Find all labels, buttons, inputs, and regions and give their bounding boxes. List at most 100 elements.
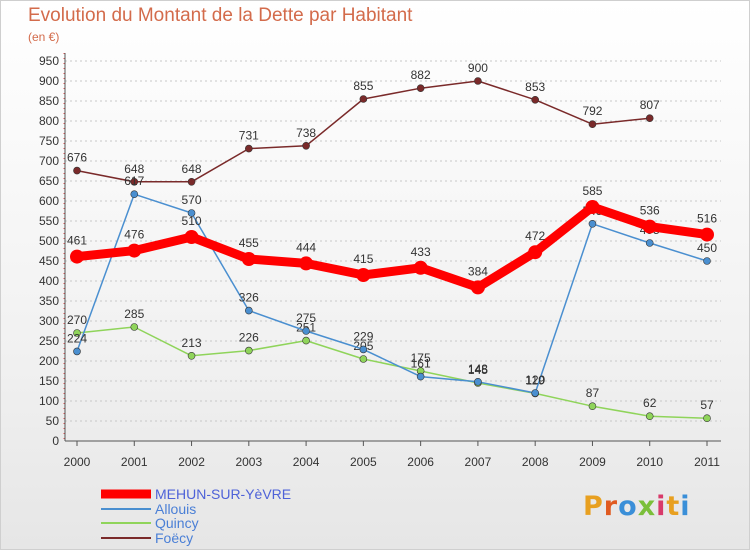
y-tick-label: 750 <box>39 134 59 148</box>
data-label: 648 <box>124 162 144 176</box>
logo-letter: o <box>618 491 638 522</box>
data-point <box>474 377 482 386</box>
data-label: 853 <box>525 80 545 94</box>
data-label: 326 <box>239 291 259 305</box>
y-tick-label: 300 <box>39 314 59 328</box>
data-label: 807 <box>640 98 660 112</box>
series-line <box>76 326 708 419</box>
data-label: 900 <box>468 61 488 75</box>
data-point <box>187 351 196 360</box>
y-tick-label: 850 <box>39 94 59 108</box>
data-point <box>73 347 81 356</box>
data-label: 145 <box>468 363 488 377</box>
y-tick-label: 950 <box>39 54 59 68</box>
x-tick-label: 2001 <box>121 455 148 469</box>
data-label: 229 <box>353 329 373 343</box>
data-label: 213 <box>182 336 202 350</box>
data-point <box>359 355 368 363</box>
data-point <box>302 327 310 335</box>
data-point <box>588 120 597 128</box>
y-tick-label: 50 <box>46 414 60 428</box>
data-point <box>73 329 81 337</box>
data-point <box>700 227 714 242</box>
y-tick-label: 100 <box>39 394 59 408</box>
data-label: 472 <box>525 229 545 243</box>
data-label: 570 <box>182 193 202 207</box>
x-tick-label: 2006 <box>407 455 434 469</box>
data-label: 617 <box>124 174 144 188</box>
data-point <box>588 220 597 228</box>
logo-letter: P <box>583 491 604 522</box>
data-point <box>187 178 196 186</box>
data-point <box>73 166 81 175</box>
y-tick-label: 700 <box>39 154 59 168</box>
data-point <box>470 280 485 295</box>
data-point <box>245 346 253 355</box>
data-point <box>645 239 654 247</box>
data-label: 161 <box>411 357 431 371</box>
data-point <box>302 336 310 345</box>
data-point <box>645 114 654 122</box>
data-label: 731 <box>239 129 259 143</box>
data-point <box>359 345 368 354</box>
data-label: 882 <box>411 68 431 82</box>
data-point <box>588 402 597 411</box>
data-label: 148 <box>468 362 488 376</box>
legend-label: Foëcy <box>155 530 193 546</box>
data-label: 461 <box>67 234 87 248</box>
x-tick-label: 2008 <box>522 455 549 469</box>
x-tick-label: 2000 <box>64 455 91 469</box>
x-tick-label: 2011 <box>694 455 720 469</box>
data-point <box>241 252 256 266</box>
series-line <box>76 193 708 394</box>
data-label: 62 <box>643 396 657 410</box>
x-tick-label: 2009 <box>579 455 606 469</box>
data-point <box>528 245 543 260</box>
data-label: 175 <box>411 351 431 365</box>
data-label: 444 <box>296 240 316 254</box>
data-label: 226 <box>239 331 259 345</box>
legend-label: MEHUN-SUR-YèVRE <box>155 486 291 502</box>
data-point <box>245 144 253 153</box>
data-label: 120 <box>525 373 545 387</box>
data-point <box>585 200 600 214</box>
y-tick-label: 200 <box>39 354 59 368</box>
x-tick-label: 2002 <box>178 455 205 469</box>
logo-letter: x <box>637 491 657 522</box>
x-tick-label: 2003 <box>235 455 262 469</box>
data-label: 855 <box>353 79 373 93</box>
data-point <box>130 323 139 331</box>
data-point <box>359 95 368 103</box>
y-tick-label: 0 <box>52 434 59 448</box>
y-tick-label: 400 <box>39 274 59 288</box>
data-label: 450 <box>697 241 717 255</box>
data-point <box>413 260 428 275</box>
data-point <box>187 209 196 217</box>
logo-letter: t <box>666 491 681 522</box>
data-label: 648 <box>182 162 202 176</box>
data-point <box>130 190 139 198</box>
x-tick-label: 2004 <box>293 455 320 469</box>
logo-letter: i <box>680 491 691 522</box>
data-point <box>703 414 711 423</box>
data-point <box>130 178 139 186</box>
data-point <box>531 96 539 104</box>
legend-label: Quincy <box>155 515 199 531</box>
x-tick-label: 2005 <box>350 455 377 469</box>
y-tick-label: 350 <box>39 294 59 308</box>
data-point <box>474 77 482 85</box>
y-tick-label: 800 <box>39 114 59 128</box>
y-tick-label: 500 <box>39 234 59 248</box>
y-tick-label: 550 <box>39 214 59 228</box>
data-label: 516 <box>697 212 717 226</box>
y-tick-label: 650 <box>39 174 59 188</box>
series-line <box>72 202 712 292</box>
data-point <box>645 412 654 421</box>
y-tick-label: 150 <box>39 374 59 388</box>
data-label: 224 <box>67 331 87 345</box>
data-label: 285 <box>124 307 144 321</box>
x-tick-label: 2010 <box>636 455 663 469</box>
data-label: 57 <box>700 398 714 412</box>
